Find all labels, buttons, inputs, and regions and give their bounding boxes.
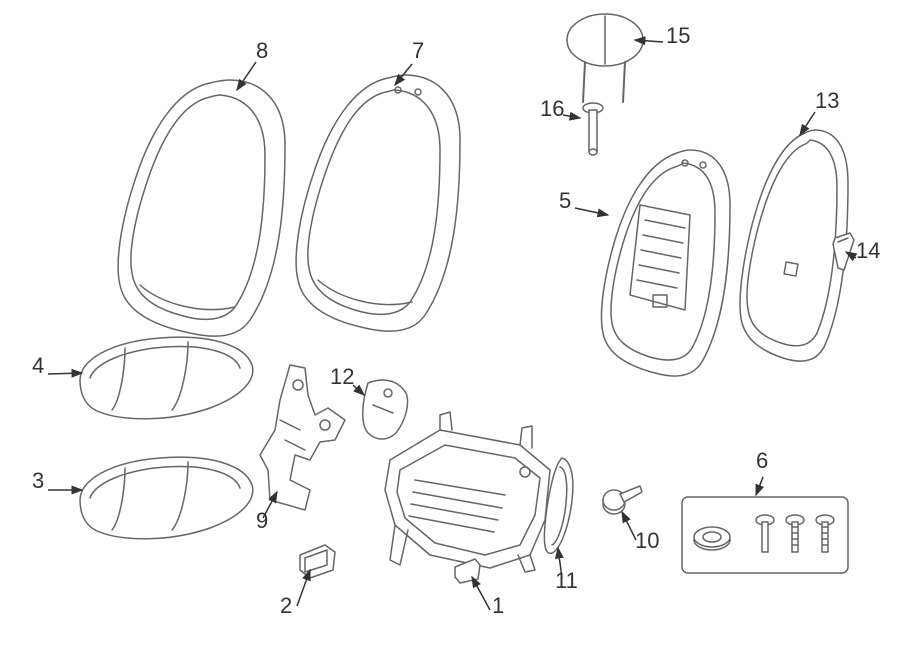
callout-arrow-5: [575, 208, 608, 215]
callout-number-4: 4: [32, 353, 44, 379]
callout-number-11: 11: [555, 568, 578, 594]
callout-arrow-13: [800, 112, 815, 135]
callout-number-2: 2: [280, 593, 292, 619]
callout-arrow-1: [472, 577, 490, 610]
callout-number-15: 15: [666, 23, 690, 49]
callout-number-9: 9: [256, 508, 268, 534]
callout-arrow-8: [237, 62, 256, 90]
callout-arrow-4: [48, 373, 82, 374]
exploded-diagram: 12345678910111213141516: [0, 0, 900, 661]
callout-arrow-7: [395, 64, 412, 85]
callout-layer: [0, 0, 900, 661]
callout-number-1: 1: [492, 593, 504, 619]
callout-arrow-15: [635, 40, 663, 42]
callout-arrow-12: [353, 385, 364, 395]
callout-arrow-16: [563, 115, 580, 118]
callout-number-13: 13: [815, 88, 839, 114]
callout-number-5: 5: [559, 188, 571, 214]
callout-number-10: 10: [635, 528, 659, 554]
callout-arrow-10: [622, 512, 636, 540]
callout-number-6: 6: [756, 448, 768, 474]
callout-arrow-2: [297, 570, 310, 606]
callout-number-8: 8: [256, 38, 268, 64]
callout-number-3: 3: [32, 468, 44, 494]
callout-arrow-14: [846, 252, 856, 258]
callout-arrow-6: [756, 477, 763, 495]
callout-number-16: 16: [540, 96, 564, 122]
callout-number-14: 14: [856, 238, 880, 264]
callout-number-12: 12: [330, 364, 354, 390]
callout-number-7: 7: [412, 38, 424, 64]
